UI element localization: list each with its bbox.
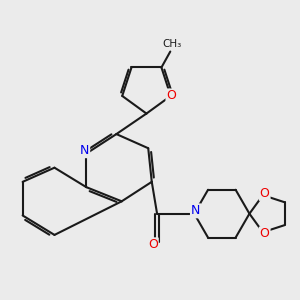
Text: O: O [260, 187, 270, 200]
Text: N: N [191, 204, 200, 218]
Text: O: O [260, 227, 270, 241]
Text: O: O [167, 89, 176, 103]
Text: CH₃: CH₃ [162, 39, 182, 49]
Text: N: N [80, 144, 89, 157]
Text: O: O [148, 238, 158, 251]
